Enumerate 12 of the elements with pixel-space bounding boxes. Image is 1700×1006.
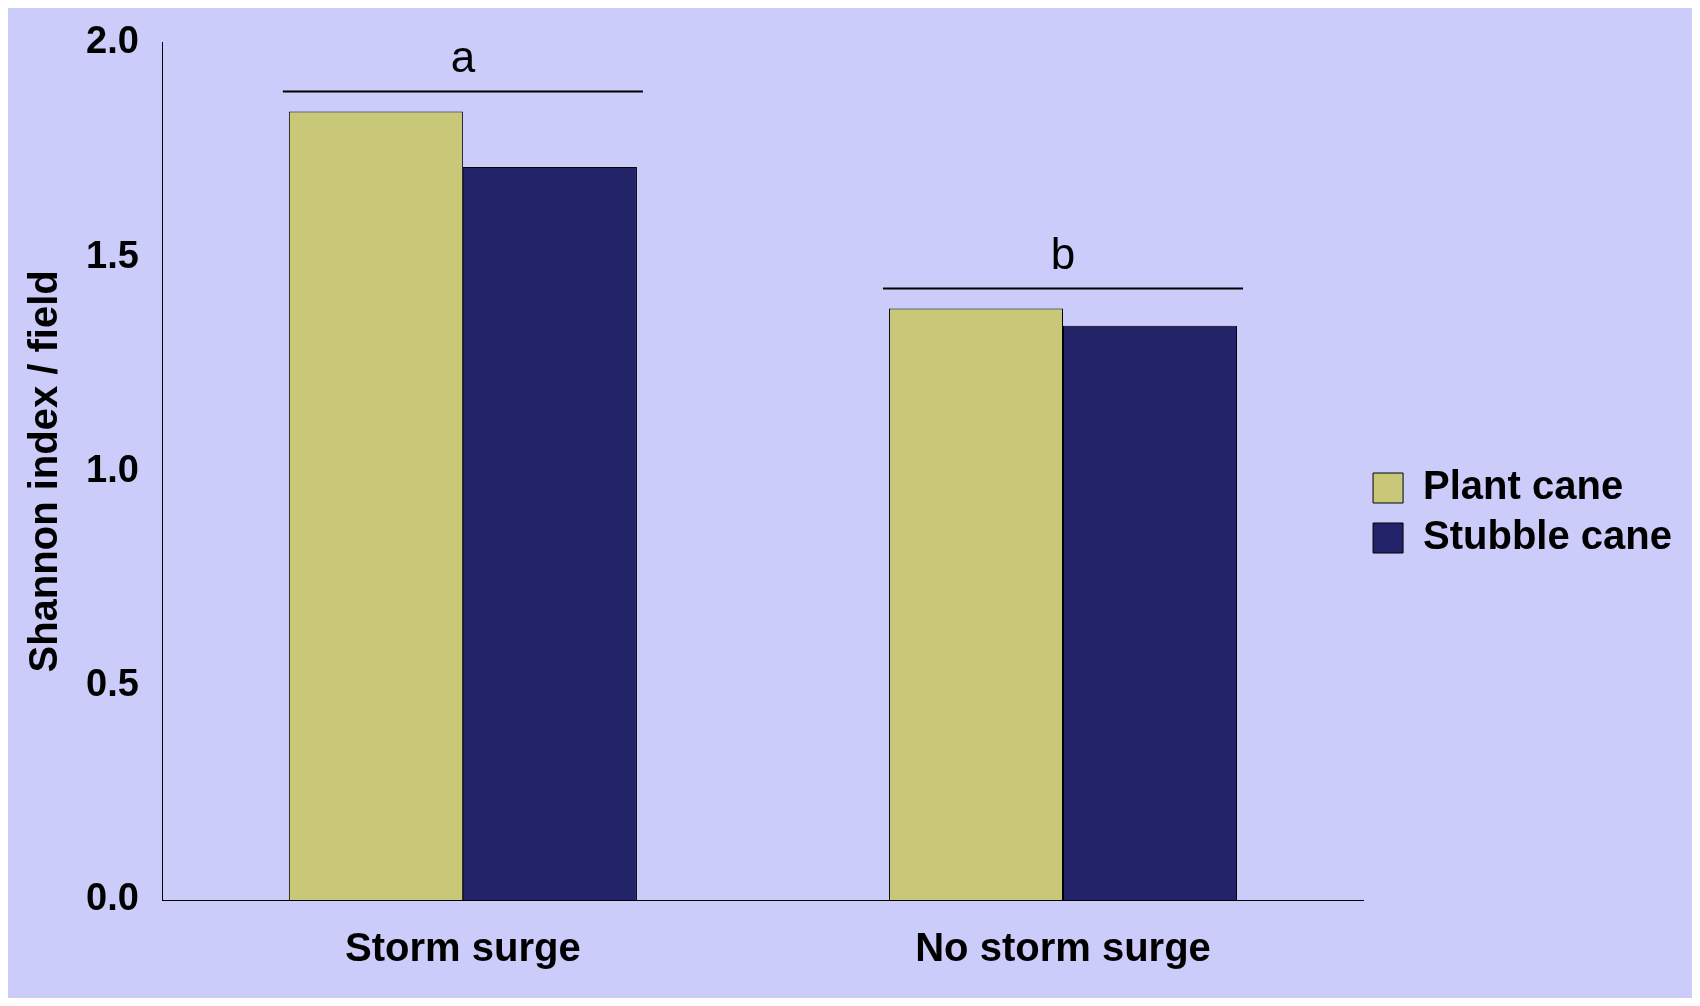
legend-label: Stubble cane — [1423, 513, 1673, 558]
y-tick-label: 0.5 — [86, 662, 139, 705]
x-tick-label: Storm surge — [345, 925, 581, 970]
y-tick-label: 0.0 — [86, 876, 139, 919]
y-axis-title: Shannon index / field — [21, 270, 66, 673]
y-tick-label: 2.0 — [86, 19, 139, 62]
legend-label: Plant cane — [1423, 463, 1624, 508]
annotation: b — [1050, 228, 1076, 278]
annotation: a — [450, 31, 476, 81]
y-tick-label: 1.0 — [86, 447, 139, 490]
y-tick-label: 1.5 — [86, 233, 139, 276]
x-tick-label: No storm surge — [915, 925, 1211, 970]
